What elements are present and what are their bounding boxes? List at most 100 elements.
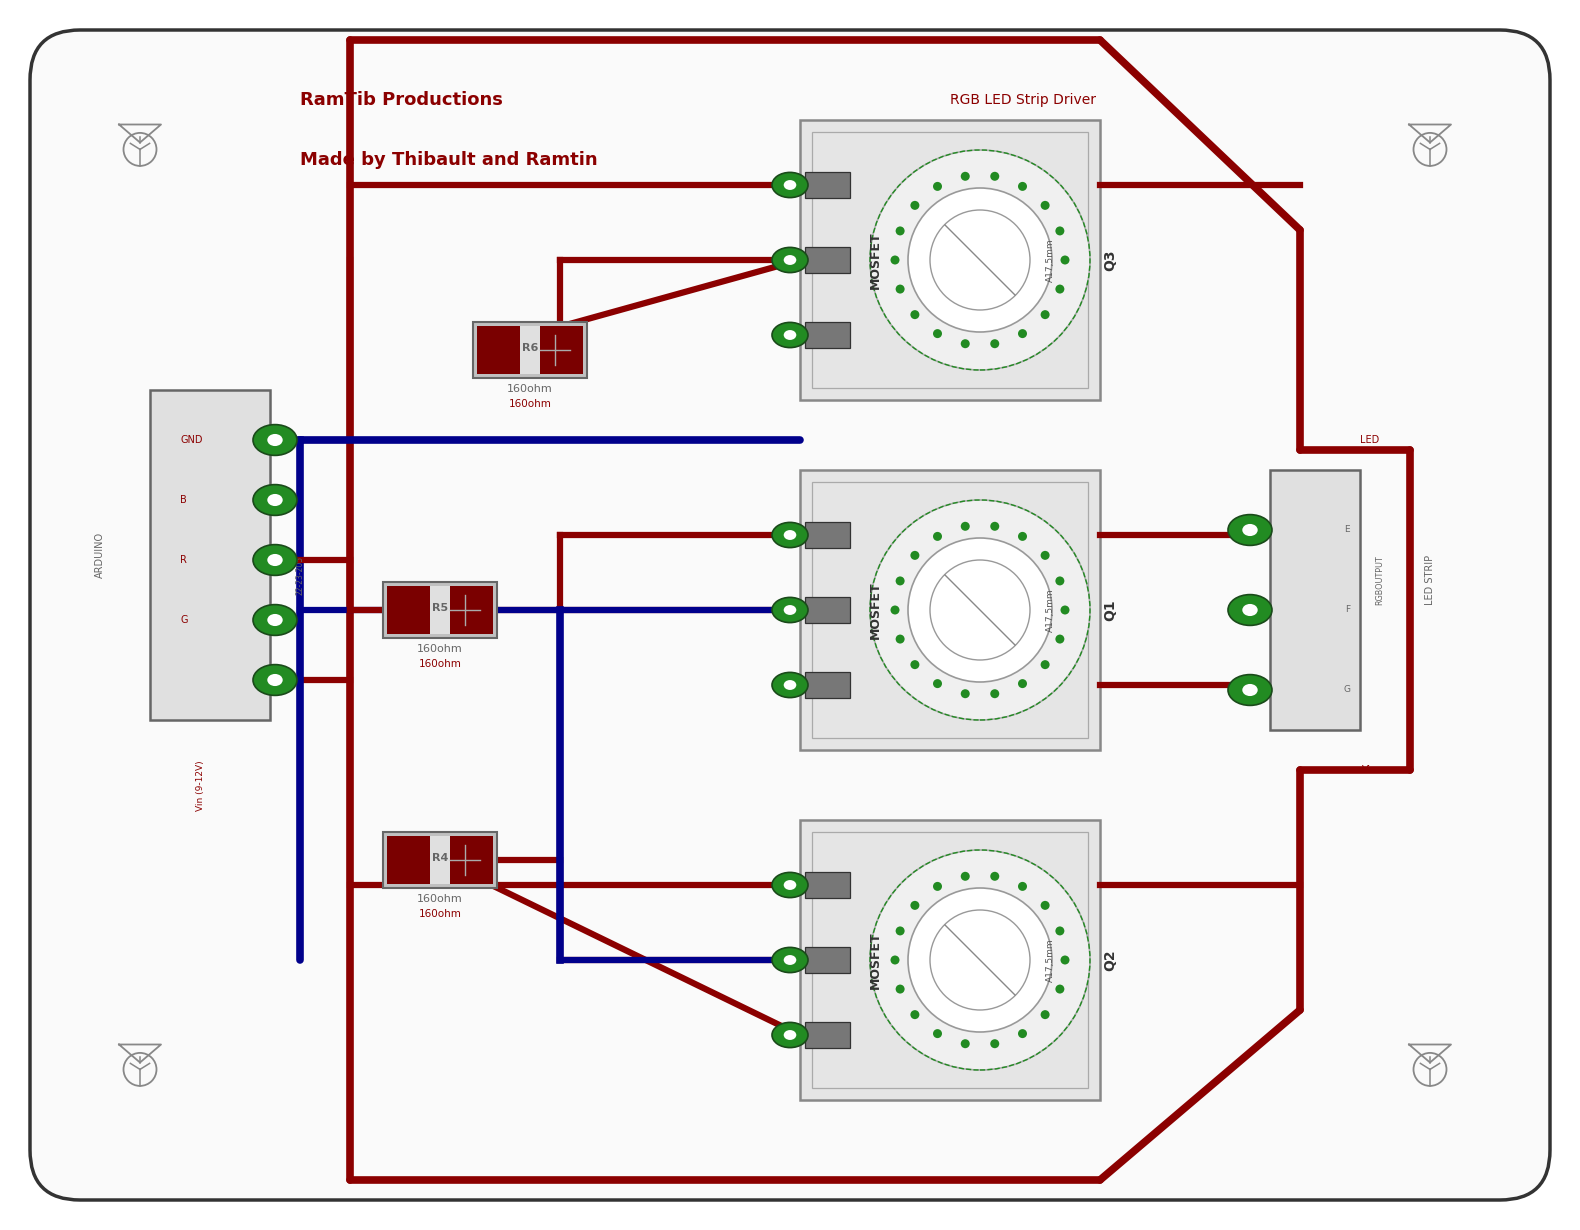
- Text: G: G: [180, 615, 188, 625]
- Circle shape: [896, 284, 905, 294]
- Text: 3: 3: [773, 879, 777, 891]
- Circle shape: [910, 310, 920, 319]
- Bar: [477, 326, 525, 374]
- Circle shape: [1027, 274, 1036, 283]
- Bar: [799, 121, 1100, 400]
- Circle shape: [1055, 226, 1065, 235]
- Text: LED STRIP: LED STRIP: [1425, 555, 1435, 605]
- Circle shape: [999, 947, 1008, 956]
- Circle shape: [1018, 330, 1027, 338]
- Text: F: F: [1345, 605, 1349, 615]
- Bar: [446, 585, 493, 633]
- Circle shape: [988, 934, 997, 943]
- Circle shape: [1018, 882, 1027, 891]
- Ellipse shape: [773, 673, 807, 697]
- Circle shape: [1003, 1004, 1013, 1012]
- Circle shape: [988, 277, 997, 287]
- Circle shape: [1060, 605, 1070, 615]
- Circle shape: [956, 972, 965, 980]
- Text: Made by Thibault and Ramtin: Made by Thibault and Ramtin: [300, 151, 597, 169]
- Circle shape: [934, 641, 942, 649]
- Circle shape: [1000, 256, 1010, 264]
- Circle shape: [972, 280, 980, 289]
- Bar: [804, 872, 850, 898]
- Circle shape: [908, 538, 1052, 681]
- Circle shape: [961, 1039, 970, 1048]
- Bar: [804, 1022, 850, 1048]
- Circle shape: [1027, 587, 1036, 595]
- Ellipse shape: [1228, 674, 1272, 705]
- Bar: [150, 390, 270, 720]
- Circle shape: [1027, 974, 1036, 983]
- Circle shape: [1003, 908, 1013, 916]
- Circle shape: [965, 202, 975, 210]
- Bar: [387, 585, 434, 633]
- Circle shape: [1018, 220, 1027, 229]
- Text: Q3: Q3: [1103, 250, 1117, 271]
- Ellipse shape: [773, 872, 807, 898]
- Circle shape: [962, 584, 972, 593]
- Text: GND: GND: [180, 435, 202, 445]
- Circle shape: [910, 1010, 920, 1020]
- Circle shape: [896, 577, 905, 585]
- Circle shape: [871, 150, 1090, 370]
- Ellipse shape: [784, 1030, 796, 1039]
- Circle shape: [891, 956, 899, 964]
- Circle shape: [991, 172, 999, 181]
- Circle shape: [1027, 937, 1036, 946]
- Circle shape: [991, 689, 999, 699]
- Circle shape: [972, 931, 980, 940]
- Circle shape: [896, 926, 905, 936]
- Text: 1: 1: [773, 330, 777, 339]
- Circle shape: [953, 947, 961, 956]
- Circle shape: [934, 882, 942, 891]
- Circle shape: [891, 605, 899, 615]
- Circle shape: [988, 627, 997, 636]
- Text: RamTib Productions: RamTib Productions: [300, 91, 502, 109]
- Circle shape: [934, 920, 942, 929]
- Text: LED: LED: [1360, 435, 1379, 445]
- Text: MOSFET: MOSFET: [869, 931, 882, 989]
- Circle shape: [1003, 653, 1013, 662]
- Text: 1: 1: [773, 1030, 777, 1041]
- Circle shape: [953, 597, 961, 606]
- Circle shape: [948, 1004, 957, 1012]
- Ellipse shape: [773, 247, 807, 273]
- Bar: [812, 482, 1089, 738]
- Text: R4: R4: [431, 852, 449, 863]
- Circle shape: [962, 234, 972, 242]
- Ellipse shape: [253, 485, 297, 515]
- Circle shape: [991, 522, 999, 531]
- Bar: [804, 322, 850, 348]
- Circle shape: [965, 310, 975, 319]
- Circle shape: [962, 934, 972, 943]
- Circle shape: [991, 872, 999, 881]
- Circle shape: [956, 621, 965, 631]
- Circle shape: [1041, 661, 1049, 669]
- Ellipse shape: [773, 172, 807, 198]
- Circle shape: [934, 679, 942, 688]
- Text: MOSFET: MOSFET: [869, 231, 882, 289]
- Circle shape: [951, 956, 959, 964]
- Bar: [804, 522, 850, 549]
- Circle shape: [980, 280, 989, 289]
- Text: R: R: [180, 555, 186, 565]
- Text: 3: 3: [773, 180, 777, 189]
- Ellipse shape: [784, 530, 796, 540]
- Text: Vin: Vin: [1362, 765, 1378, 775]
- Text: RGB LED Strip Driver: RGB LED Strip Driver: [950, 93, 1097, 107]
- Circle shape: [956, 940, 965, 948]
- Circle shape: [1055, 984, 1065, 994]
- Circle shape: [962, 627, 972, 636]
- Text: 3: 3: [773, 530, 777, 540]
- Bar: [430, 836, 450, 884]
- Circle shape: [948, 303, 957, 312]
- Text: Q2: Q2: [1103, 950, 1117, 970]
- Ellipse shape: [253, 545, 297, 576]
- Ellipse shape: [784, 680, 796, 690]
- Bar: [804, 247, 850, 273]
- Circle shape: [984, 310, 994, 319]
- Circle shape: [1030, 256, 1040, 264]
- Ellipse shape: [784, 879, 796, 891]
- Circle shape: [921, 956, 929, 964]
